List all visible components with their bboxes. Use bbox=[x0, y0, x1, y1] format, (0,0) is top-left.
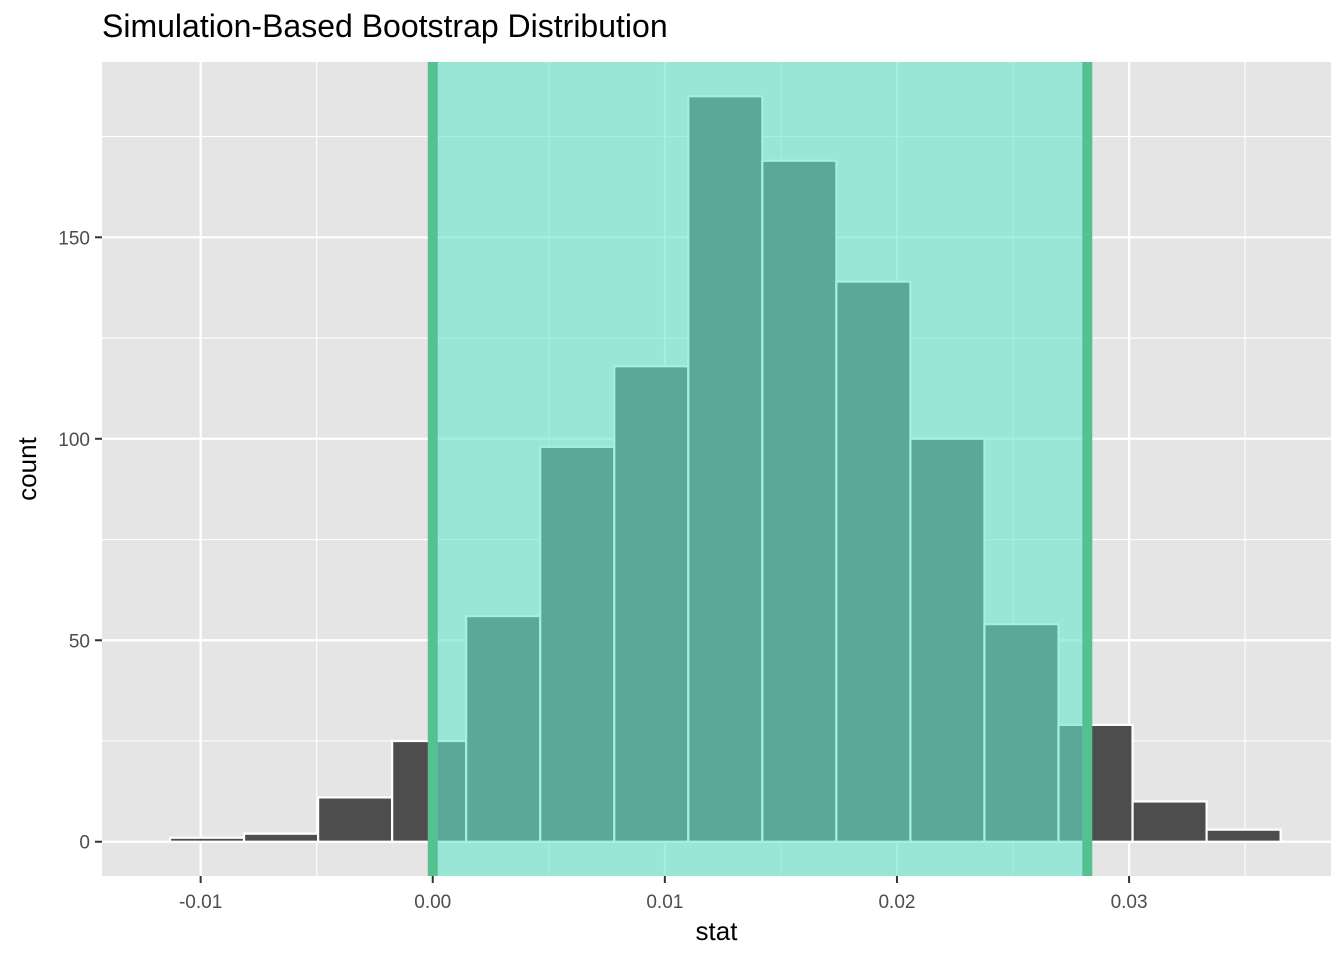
chart-title: Simulation-Based Bootstrap Distribution bbox=[102, 8, 668, 44]
y-tick-label: 150 bbox=[58, 228, 90, 249]
confidence-interval-layer bbox=[427, 62, 1093, 876]
histogram-bar bbox=[1205, 828, 1282, 843]
histogram-bar bbox=[168, 836, 246, 843]
x-tick-label: 0.03 bbox=[1111, 892, 1148, 913]
y-axis: 0 50 100 150 bbox=[58, 228, 102, 854]
x-tick-label: 0.02 bbox=[878, 892, 915, 913]
x-tick-label: 0.00 bbox=[414, 892, 451, 913]
y-axis-title: count bbox=[12, 436, 42, 500]
x-tick-label: 0.01 bbox=[646, 892, 683, 913]
y-tick-label: 100 bbox=[58, 430, 90, 451]
histogram-bar bbox=[316, 796, 394, 843]
y-tick-label: 0 bbox=[79, 833, 90, 854]
x-tick-label: -0.01 bbox=[179, 892, 222, 913]
ci-shade bbox=[432, 62, 1088, 876]
histogram-bar bbox=[242, 832, 320, 843]
histogram-bar bbox=[1131, 800, 1208, 843]
y-tick-label: 50 bbox=[69, 631, 90, 652]
x-axis-title: stat bbox=[696, 916, 739, 946]
x-axis: -0.01 0.00 0.01 0.02 0.03 bbox=[179, 876, 1148, 913]
